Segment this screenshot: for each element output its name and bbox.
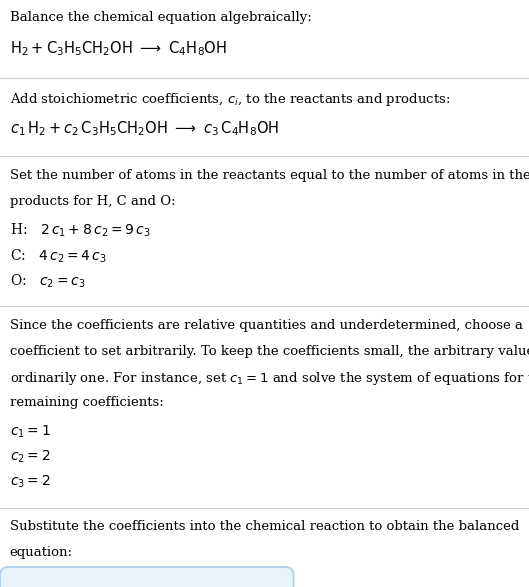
Text: $c_1\,\mathrm{H_2} + c_2\,\mathrm{C_3H_5CH_2OH} \ {\longrightarrow} \ c_3\,\math: $c_1\,\mathrm{H_2} + c_2\,\mathrm{C_3H_5… — [10, 119, 279, 138]
Text: $c_1 = 1$: $c_1 = 1$ — [10, 424, 50, 440]
Text: remaining coefficients:: remaining coefficients: — [10, 396, 163, 409]
FancyBboxPatch shape — [0, 567, 294, 587]
Text: coefficient to set arbitrarily. To keep the coefficients small, the arbitrary va: coefficient to set arbitrarily. To keep … — [10, 345, 529, 357]
Text: $\mathrm{H_2 + C_3H_5CH_2OH \ {\longrightarrow} \ C_4H_8OH}$: $\mathrm{H_2 + C_3H_5CH_2OH \ {\longrigh… — [10, 39, 226, 58]
Text: Add stoichiometric coefficients, $c_i$, to the reactants and products:: Add stoichiometric coefficients, $c_i$, … — [10, 91, 450, 108]
Text: Since the coefficients are relative quantities and underdetermined, choose a: Since the coefficients are relative quan… — [10, 319, 523, 332]
Text: products for H, C and O:: products for H, C and O: — [10, 194, 175, 208]
Text: Balance the chemical equation algebraically:: Balance the chemical equation algebraica… — [10, 11, 311, 23]
Text: ordinarily one. For instance, set $c_1 = 1$ and solve the system of equations fo: ordinarily one. For instance, set $c_1 =… — [10, 370, 529, 387]
Text: $c_3 = 2$: $c_3 = 2$ — [10, 474, 50, 490]
Text: O:   $c_2 = c_3$: O: $c_2 = c_3$ — [10, 272, 85, 290]
Text: Substitute the coefficients into the chemical reaction to obtain the balanced: Substitute the coefficients into the che… — [10, 520, 519, 533]
Text: C:   $4\,c_2 = 4\,c_3$: C: $4\,c_2 = 4\,c_3$ — [10, 247, 106, 265]
Text: equation:: equation: — [10, 546, 72, 559]
Text: H:   $2\,c_1 + 8\,c_2 = 9\,c_3$: H: $2\,c_1 + 8\,c_2 = 9\,c_3$ — [10, 222, 150, 239]
Text: Set the number of atoms in the reactants equal to the number of atoms in the: Set the number of atoms in the reactants… — [10, 168, 529, 182]
Text: $c_2 = 2$: $c_2 = 2$ — [10, 449, 50, 465]
